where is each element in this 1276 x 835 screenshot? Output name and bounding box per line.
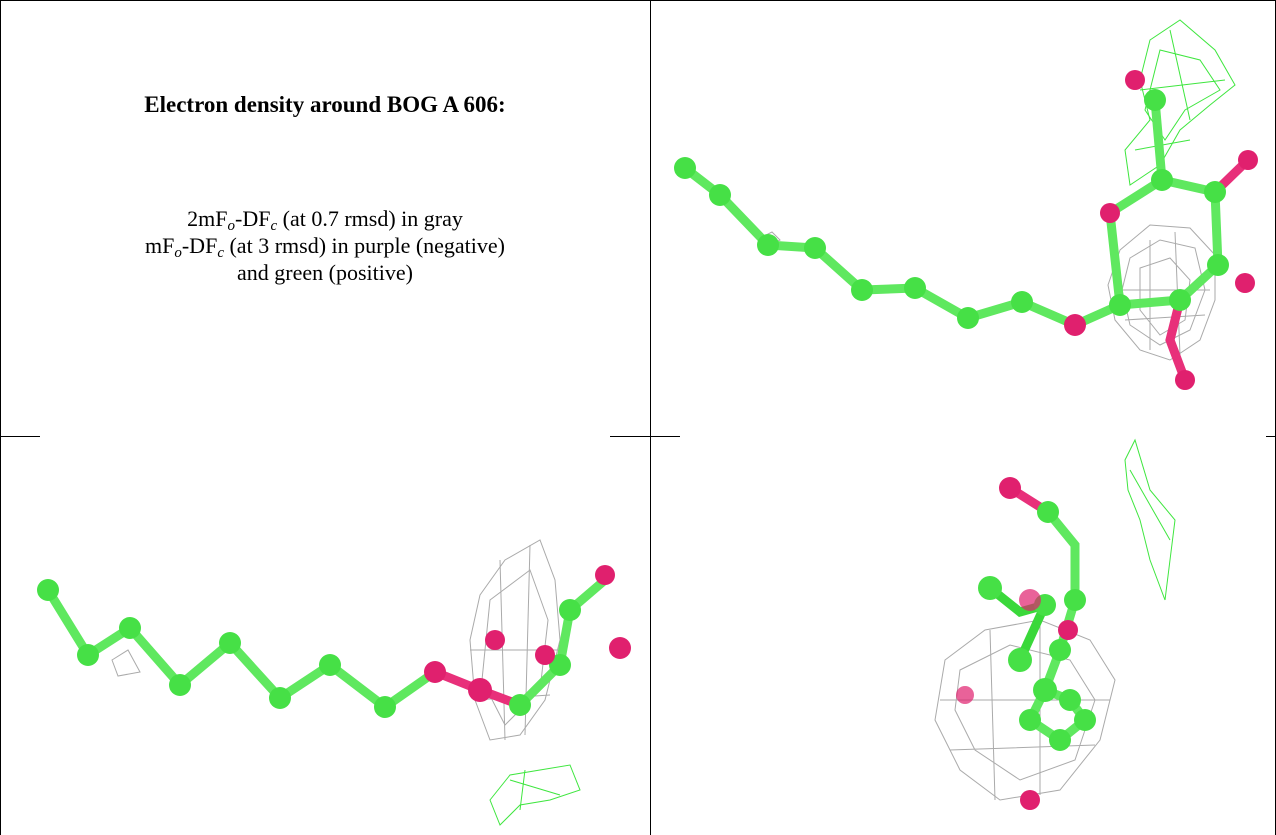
subscript: c xyxy=(270,218,278,234)
atoms xyxy=(956,477,1096,810)
caption-line: mFo-DFc (at 3 rmsd) in purple (negative) xyxy=(0,232,650,261)
caption-title: Electron density around BOG A 606: xyxy=(144,92,506,117)
subscript: c xyxy=(217,245,224,261)
molecule-view-1 xyxy=(674,19,1258,390)
caption-text: (at 0.7 rmsd) in gray xyxy=(277,206,463,231)
subscript: o xyxy=(174,245,182,261)
caption-line: and green (positive) xyxy=(0,259,650,286)
green-mesh xyxy=(489,764,581,826)
green-mesh xyxy=(1124,438,1176,601)
caption-lines: 2mFo-DFc (at 0.7 rmsd) in gray mFo-DFc (a… xyxy=(0,205,650,286)
atoms xyxy=(674,70,1258,390)
gray-mesh xyxy=(759,224,1216,361)
bonds xyxy=(43,575,610,713)
caption-text: -DF xyxy=(235,206,271,231)
caption-text: (at 3 rmsd) in purple (negative) xyxy=(223,233,505,258)
caption-text: 2mF xyxy=(187,206,228,231)
molecule-view-3 xyxy=(934,438,1176,810)
caption-text: and green (positive) xyxy=(237,260,413,285)
caption-text: -DF xyxy=(181,233,218,258)
caption-text: mF xyxy=(145,233,175,258)
caption-line: 2mFo-DFc (at 0.7 rmsd) in gray xyxy=(0,205,650,234)
atoms xyxy=(37,565,631,718)
green-mesh xyxy=(1124,19,1236,186)
molecule-view-2 xyxy=(37,539,631,826)
subscript: o xyxy=(227,218,236,234)
